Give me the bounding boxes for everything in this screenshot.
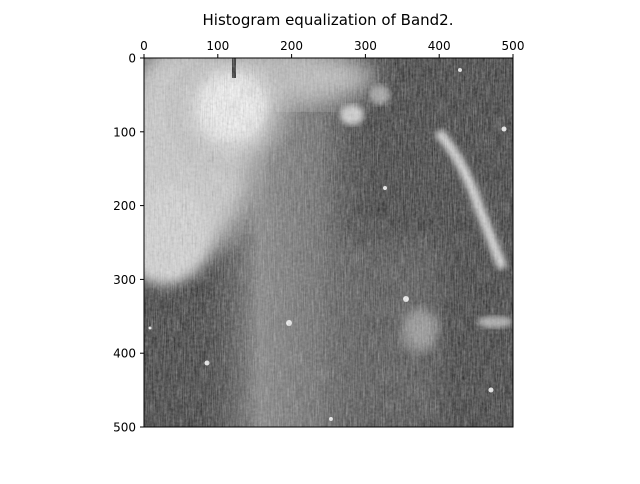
y-tick-label: 100: [113, 125, 136, 139]
x-tick-label: 400: [428, 39, 451, 53]
x-tick-label: 500: [502, 39, 525, 53]
grayscale-image: [144, 58, 513, 427]
x-tick-label: 300: [354, 39, 377, 53]
y-tick-label: 400: [113, 347, 136, 361]
y-tick-label: 300: [113, 273, 136, 287]
y-tick-label: 500: [113, 421, 136, 435]
x-axis: 0 100 200 300 400 500: [140, 39, 524, 58]
y-axis: 0 100 200 300 400 500: [113, 52, 144, 435]
y-tick-label: 200: [113, 199, 136, 213]
x-tick-label: 100: [206, 39, 229, 53]
y-tick-label: 0: [128, 52, 136, 66]
x-tick-label: 0: [140, 39, 148, 53]
x-tick-label: 200: [280, 39, 303, 53]
figure-title: Histogram equalization of Band2.: [203, 11, 454, 29]
axes-frame: [143, 57, 514, 428]
